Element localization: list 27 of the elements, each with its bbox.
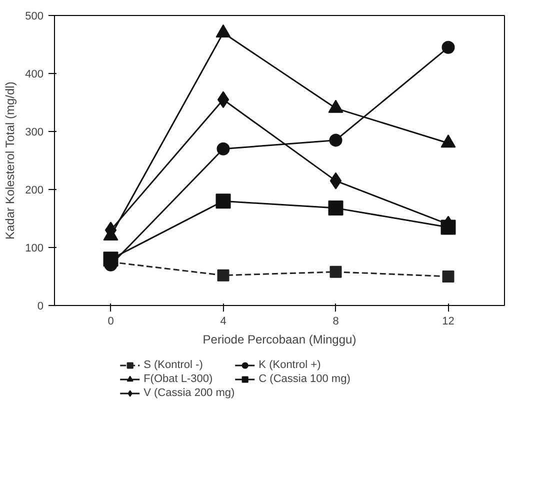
point <box>216 142 230 156</box>
point <box>217 91 230 108</box>
point <box>328 200 344 216</box>
point <box>330 266 342 278</box>
point <box>217 269 230 282</box>
y-tick-label: 300 <box>25 126 44 138</box>
point <box>329 134 342 147</box>
legend-label: S (Kontrol -) <box>144 358 203 372</box>
y-tick-label: 100 <box>25 242 44 254</box>
point <box>442 40 455 54</box>
x-tick-label: 8 <box>332 316 339 328</box>
point <box>442 270 454 282</box>
y-tick-label: 500 <box>25 10 44 22</box>
y-axis-title: Kadar Kolesterol Total (mg/dl) <box>3 82 18 240</box>
legend-label: K (Kontrol +) <box>258 358 321 372</box>
point <box>216 194 231 209</box>
x-tick-label: 4 <box>220 316 226 328</box>
legend-label: C (Cassia 100 mg) <box>258 372 350 386</box>
y-tick-label: 0 <box>37 300 44 312</box>
y-tick-label: 200 <box>25 184 44 196</box>
point <box>330 172 342 190</box>
x-axis-title: Periode Percobaan (Minggu) <box>202 332 356 346</box>
x-tick-label: 12 <box>442 316 454 328</box>
legend-label: V (Cassia 200 mg) <box>144 386 235 400</box>
x-tick-label: 0 <box>108 316 114 328</box>
legend-label: F(Obat L-300) <box>144 372 213 386</box>
y-tick-label: 400 <box>25 68 44 80</box>
